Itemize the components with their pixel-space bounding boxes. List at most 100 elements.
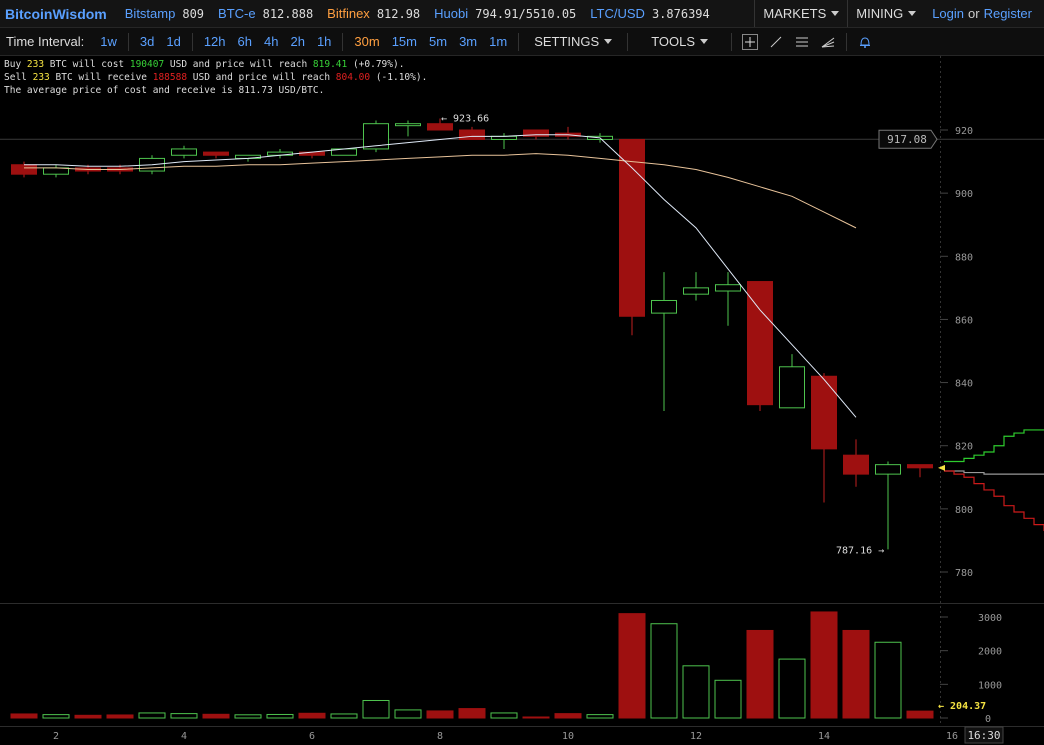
candle-body [171, 148, 197, 156]
market-huobi[interactable]: Huobi 794.91/5510.05 [434, 6, 576, 21]
volume-bar [362, 699, 390, 719]
time-tick-label: 10 [562, 731, 574, 742]
volume-bar [490, 712, 518, 719]
volume-tick-label: 3000 [978, 613, 1002, 624]
volume-marker: ← 204.37 [938, 701, 986, 712]
candle-body [811, 375, 837, 450]
crosshair-icon[interactable] [739, 31, 761, 53]
candle-body [715, 284, 741, 292]
divider [627, 32, 629, 51]
divider [127, 32, 129, 51]
interval-1d[interactable]: 1d [166, 34, 181, 49]
chart-background [0, 56, 1044, 745]
price-tick-label: 860 [955, 315, 973, 326]
top-bar: BitcoinWisdom Bitstamp 809 BTC-e 812.888… [0, 0, 1044, 28]
volume-bar [202, 713, 230, 719]
volume-bar [586, 714, 614, 719]
candle-body [907, 464, 933, 469]
mining-menu[interactable]: MINING [847, 0, 924, 27]
price-tick-label: 840 [955, 379, 973, 390]
candle-body [651, 299, 677, 314]
volume-bar [10, 713, 38, 719]
volume-bar [234, 714, 262, 719]
volume-bar [714, 679, 742, 719]
current-time-box [964, 726, 1004, 744]
price-tick-label: 900 [955, 189, 973, 200]
price-tick-label: 800 [955, 505, 973, 516]
interval-4h[interactable]: 4h [264, 34, 279, 49]
candle-body [427, 123, 453, 131]
line-draw-icon[interactable] [765, 31, 787, 53]
settings-button[interactable]: SETTINGS [524, 34, 622, 49]
bell-icon[interactable] [854, 31, 876, 53]
market-price: 812.888 [262, 6, 314, 21]
volume-bar [426, 710, 454, 719]
register-link[interactable]: Register [983, 6, 1032, 21]
volume-bar [106, 714, 134, 719]
tools-button[interactable]: TOOLS [633, 34, 726, 49]
top-nav: MARKETS MINING Login or Register [754, 0, 1044, 27]
divider [731, 32, 733, 51]
interval-1h[interactable]: 1h [316, 34, 332, 49]
interval-3d[interactable]: 3d [139, 34, 155, 49]
time-tick-label: 4 [181, 731, 187, 742]
site-logo[interactable]: BitcoinWisdom [5, 5, 107, 22]
candle-body [843, 454, 869, 475]
volume-tick-label: 2000 [978, 647, 1002, 658]
login-link[interactable]: Login [932, 6, 965, 21]
ma-fast-line [24, 134, 857, 418]
candle-body [875, 464, 901, 475]
horizontal-lines-icon[interactable] [791, 31, 813, 53]
volume-bar [842, 629, 870, 719]
market-name: Huobi [434, 6, 469, 21]
divider [846, 32, 848, 51]
depth-bid-line [944, 429, 1044, 463]
interval-15m[interactable]: 15m [391, 34, 417, 49]
interval-1m[interactable]: 1m [489, 34, 508, 49]
interval-2h[interactable]: 2h [290, 34, 305, 49]
market-bitfinex[interactable]: Bitfinex 812.98 [327, 6, 420, 21]
market-name: Bitfinex [327, 6, 370, 21]
candle-body [779, 366, 805, 409]
interval-12h[interactable]: 12h [203, 34, 226, 49]
interval-3m[interactable]: 3m [459, 34, 478, 49]
ma-slow-line [24, 153, 857, 229]
time-tick-label: 14 [818, 731, 830, 742]
volume-bar [874, 641, 902, 719]
depth-mid-line [944, 470, 1044, 475]
average-info-line: The average price of cost and receive is… [4, 85, 325, 96]
market-price: 794.91/5510.05 [475, 6, 577, 21]
divider [518, 32, 520, 51]
candle-body [203, 151, 229, 156]
mining-menu-label: MINING [856, 6, 904, 21]
markets-menu[interactable]: MARKETS [754, 0, 847, 27]
volume-bar [330, 713, 358, 719]
tools-label: TOOLS [651, 34, 696, 49]
interval-1w[interactable]: 1w [100, 34, 117, 49]
current-price-tag [878, 129, 938, 149]
volume-bar [618, 613, 646, 719]
market-price: 812.98 [376, 6, 421, 21]
volume-tick-label: 0 [985, 714, 991, 725]
price-tick-label: 780 [955, 568, 973, 579]
chevron-down-icon [700, 39, 709, 44]
market-btce[interactable]: BTC-e 812.888 [218, 6, 313, 21]
volume-bar [458, 708, 486, 719]
last-price-pointer [938, 464, 945, 471]
time-tick-label: 16 [946, 731, 958, 742]
candle-body [683, 287, 709, 295]
interval-5m[interactable]: 5m [429, 34, 448, 49]
market-bitstamp[interactable]: Bitstamp 809 [125, 6, 204, 21]
interval-30m[interactable]: 30m [354, 34, 380, 49]
price-chart[interactable]: 920 900 880 860 840 820 800 780 3000 2000 1000 0 2 4 6… [0, 56, 1044, 745]
market-ltcusd[interactable]: LTC/USD 3.876394 [590, 6, 709, 21]
fan-icon[interactable] [817, 31, 839, 53]
high-price-marker: ← 923.66 [441, 113, 489, 124]
divider [191, 32, 193, 51]
interval-6h[interactable]: 6h [237, 34, 252, 49]
current-time-label: 16:30 [967, 729, 1000, 742]
price-tick-label: 920 [955, 126, 973, 137]
price-tick-label: 880 [955, 252, 973, 263]
volume-bar [810, 611, 838, 719]
chevron-down-icon [831, 11, 840, 16]
